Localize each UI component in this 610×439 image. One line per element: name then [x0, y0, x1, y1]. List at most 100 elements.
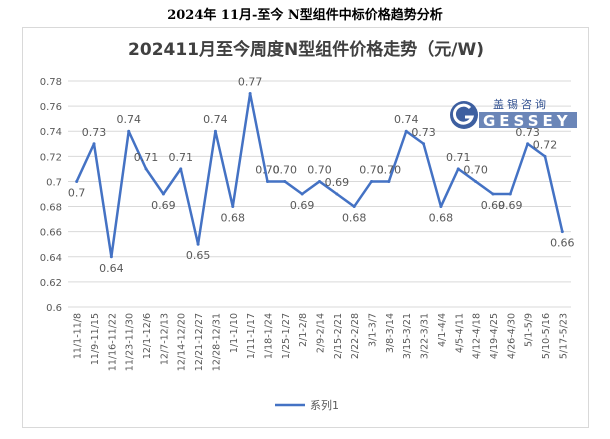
legend[interactable]: 系列1: [275, 398, 339, 412]
data-point: [213, 129, 217, 133]
data-point: [318, 179, 321, 183]
data-point: [474, 179, 478, 183]
data-point: [248, 92, 252, 96]
x-tick-label: 3/22-3/31: [420, 313, 431, 359]
data-point: [127, 129, 131, 133]
data-label: 0.70: [377, 163, 402, 176]
data-point: [560, 230, 564, 234]
data-label: 0.69: [325, 176, 350, 189]
chart-frame: 202411月至今周度N型组件价格走势（元/W) 0.78 0.76 0.74 0.7…: [22, 27, 589, 428]
data-label: 0.70: [255, 163, 280, 176]
data-point: [439, 205, 443, 209]
logo-cn-text: 盖锡咨询: [493, 97, 549, 111]
data-point: [422, 142, 426, 146]
data-point: [370, 179, 374, 183]
data-label: 0.71: [134, 151, 159, 164]
data-point: [352, 205, 356, 209]
x-tick-label: 2/22-2/28: [350, 313, 361, 359]
data-label: 0.69: [151, 199, 176, 212]
x-tick-label: 11/9-11/15: [90, 313, 101, 365]
chart-title: 202411月至今周度N型组件价格走势（元/W): [128, 39, 484, 60]
x-tick-label: 11/16-11/22: [107, 313, 118, 371]
x-tick-label: 12/1-12/6: [142, 313, 153, 359]
x-tick-label: 11/23-11/30: [125, 313, 136, 371]
logo-bar: [479, 112, 577, 128]
data-label: 0.73: [411, 126, 436, 139]
x-tick-label: 1/18-1/24: [263, 313, 274, 359]
data-point: [75, 179, 79, 183]
y-axis-ticks: 0.78 0.76 0.74 0.72 0.7 0.68 0.66 0.64 0.62 0.6: [40, 77, 62, 314]
x-tick-label: 5/1-5/9: [524, 313, 535, 347]
page-heading: 2024年 11月-至今 N型组件中标价格趋势分析: [167, 8, 443, 23]
data-label: 0.73: [82, 126, 107, 139]
data-label: 0.66: [550, 237, 575, 250]
data-label: 0.68: [342, 212, 367, 225]
y-tick-label: 0.62: [40, 278, 62, 289]
line-chart: 202411月至今周度N型组件价格走势（元/W) 0.780.760.740.7…: [40, 39, 575, 412]
data-point: [179, 167, 183, 171]
y-tick-label: 0.64: [40, 253, 62, 264]
data-point: [404, 129, 408, 133]
x-tick-label: 3/8-3/14: [385, 313, 396, 353]
x-tick-label: 11/1-11/8: [73, 313, 84, 359]
y-tick-label: 0.68: [40, 203, 62, 214]
y-tick-label: 0.74: [40, 127, 62, 138]
data-point: [387, 179, 391, 183]
x-axis-ticks: 11/1-11/8 11/9-11/15 11/16-11/22 11/23-11/3…: [73, 313, 570, 371]
data-point: [109, 255, 113, 259]
data-point: [144, 167, 148, 171]
y-tick-label: 0.7: [46, 177, 62, 188]
data-label: 0.68: [221, 212, 246, 225]
y-tick-label: 0.78: [40, 77, 62, 88]
x-tick-label: 5/17-5/23: [558, 313, 569, 359]
y-tick-label: 0.76: [40, 102, 62, 113]
data-point: [508, 192, 512, 196]
data-label: 0.70: [273, 163, 298, 176]
y-tick-label: 0.6: [46, 303, 62, 314]
data-label: 0.70: [307, 163, 332, 176]
data-point: [283, 179, 287, 183]
data-point: [300, 192, 304, 196]
data-label: 0.69: [290, 199, 315, 212]
data-label: 0.69: [481, 199, 506, 212]
logo-g-mark: [452, 103, 475, 125]
x-tick-label: 2/15-2/21: [333, 313, 344, 359]
data-point: [161, 192, 165, 196]
x-tick-label: 1/1-1/10: [229, 313, 240, 353]
x-tick-label: 12/14-12/20: [177, 313, 188, 371]
data-label: 0.74: [203, 113, 228, 126]
legend-label: 系列1: [310, 398, 339, 412]
data-point: [92, 142, 96, 146]
series-line-group: [75, 92, 564, 259]
x-tick-label: 5/10-5/16: [541, 313, 552, 359]
x-tick-label: 4/5-4/11: [454, 313, 465, 353]
data-point: [543, 154, 547, 158]
data-label: 0.64: [99, 262, 124, 275]
x-tick-label: 12/7-12/13: [159, 313, 170, 365]
data-point: [526, 142, 530, 146]
data-label: 0.71: [168, 151, 193, 164]
x-tick-label: 12/28-12/31: [211, 313, 222, 371]
data-label: 0.7: [68, 186, 86, 199]
data-point: [196, 242, 200, 246]
data-label: 0.69: [498, 199, 523, 212]
data-label: 0.74: [394, 113, 419, 126]
x-tick-label: 2/1-2/8: [298, 313, 309, 347]
data-label: 0.73: [515, 126, 540, 139]
data-point: [456, 167, 460, 171]
x-tick-label: 4/1-4/4: [437, 313, 448, 347]
x-tick-label: 1/25-1/27: [281, 313, 292, 359]
data-label: 0.77: [238, 76, 263, 89]
y-tick-label: 0.66: [40, 228, 62, 239]
x-tick-label: 4/12-4/18: [472, 313, 483, 359]
x-tick-label: 12/21-12/27: [194, 313, 205, 371]
data-label: 0.70: [463, 163, 488, 176]
data-label: 0.70: [359, 163, 384, 176]
data-label: 0.72: [533, 138, 558, 151]
data-point: [491, 192, 495, 196]
x-tick-label: 2/9-2/14: [316, 313, 327, 353]
logo-en-text: GESSEY: [483, 112, 572, 130]
data-label: 0.65: [186, 249, 211, 262]
data-point: [231, 205, 235, 209]
data-label: 0.71: [446, 151, 471, 164]
